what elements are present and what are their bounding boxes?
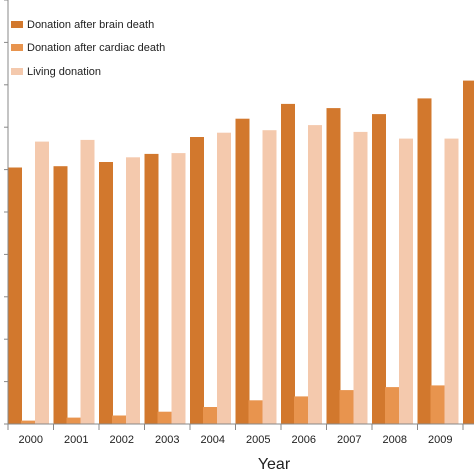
bar-s1-2004	[203, 407, 217, 424]
x-ticks: 2000 2001 2002 2003 2004 2005 2006 2007 2008 2009…	[7, 424, 464, 446]
bar-s1-2003	[157, 411, 172, 424]
bar-s1-2001	[66, 417, 81, 424]
x-tick-label: 2008	[383, 434, 407, 446]
bar-s2-2009	[444, 138, 459, 424]
x-tick-label: 2006	[292, 434, 316, 446]
legend-label-living-donation: Living donation	[27, 66, 101, 78]
bar-s1-2007	[339, 390, 354, 424]
bar-s2-2006	[308, 125, 322, 424]
bar-s0-2007	[326, 108, 341, 424]
x-tick-label: 2004	[201, 434, 225, 446]
bar-s0-2010	[463, 80, 474, 424]
legend-label-cardiac-death: Donation after cardiac death	[27, 42, 165, 54]
y-ticks	[4, 0, 8, 425]
bar-s2-2007	[353, 131, 368, 424]
bars-layer	[8, 80, 474, 425]
legend: Donation after brain death Donation afte…	[11, 19, 165, 78]
bar-s2-2002	[126, 157, 140, 425]
x-tick-label: 2009	[428, 434, 452, 446]
x-tick-label: 2000	[19, 434, 43, 446]
x-tick-label: 2003	[155, 434, 179, 446]
bar-s2-2000	[35, 141, 49, 424]
legend-swatch-cardiac-death	[11, 44, 23, 51]
x-tick-label: 2007	[337, 434, 361, 446]
bar-s2-2008	[399, 138, 413, 424]
bar-s0-2004	[190, 137, 204, 424]
x-axis-title: Year	[258, 456, 291, 473]
bar-s0-2005	[235, 118, 250, 424]
x-tick-label: 2005	[246, 434, 270, 446]
legend-swatch-brain-death	[11, 21, 23, 28]
bar-s1-2009	[430, 385, 445, 424]
bar-s0-2009	[417, 98, 432, 425]
bar-s0-2006	[281, 103, 295, 425]
x-tick-label: 2002	[110, 434, 134, 446]
bar-s2-2001	[80, 139, 95, 424]
x-tick-label: 2001	[64, 434, 88, 446]
bar-s0-2000	[8, 167, 22, 424]
bar-s1-2006	[294, 396, 308, 424]
bar-s0-2003	[144, 153, 159, 424]
bar-s0-2008	[372, 114, 386, 424]
bar-s1-2005	[248, 400, 263, 424]
bar-s1-2000	[21, 420, 35, 424]
bar-s2-2004	[217, 132, 231, 424]
bar-s2-2003	[171, 153, 186, 424]
legend-swatch-living-donation	[11, 68, 23, 75]
bar-s0-2001	[53, 166, 68, 424]
bar-s2-2005	[262, 130, 277, 424]
bar-s1-2002	[112, 415, 126, 424]
bar-s0-2002	[99, 162, 113, 424]
legend-label-brain-death: Donation after brain death	[27, 19, 154, 31]
bar-s1-2008	[385, 387, 399, 424]
